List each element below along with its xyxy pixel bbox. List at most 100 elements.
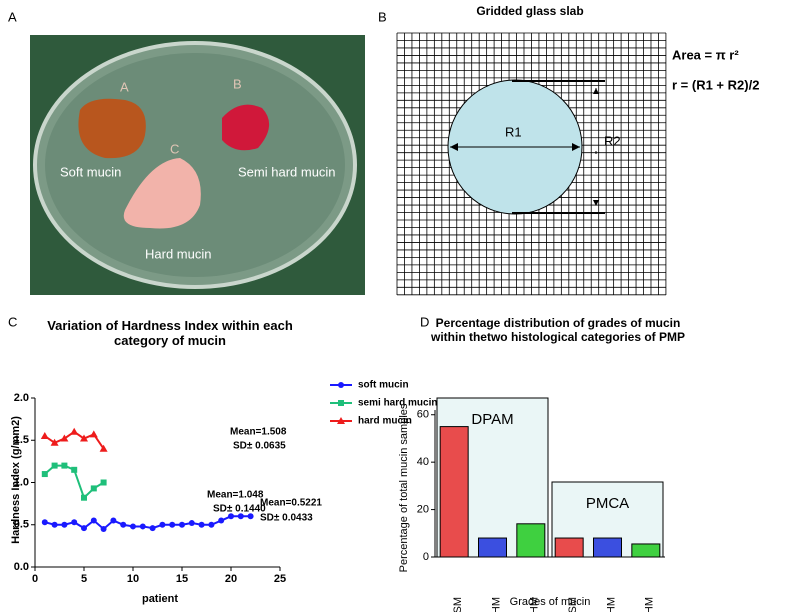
annotation: SD± 0.1440 [213, 504, 266, 515]
legend-marker [338, 382, 344, 388]
point [130, 523, 136, 530]
panel-label: B [378, 9, 387, 24]
group-label: PMCA [586, 495, 629, 512]
bar [631, 543, 661, 558]
bar [554, 537, 584, 558]
point [90, 517, 97, 524]
legend-marker [337, 417, 345, 424]
panel-label: C [8, 314, 17, 329]
point [228, 513, 234, 520]
y-tick-label: 0.5 [14, 519, 29, 531]
annotation: Mean=0.5221 [260, 498, 322, 509]
hard-mucin-sample [123, 158, 201, 229]
point [198, 521, 205, 528]
x-tick-label: 20 [225, 573, 237, 585]
photo-marker: B [233, 76, 242, 91]
y-tick-label: 60 [417, 409, 429, 421]
point [41, 519, 48, 526]
soft-mucin-sample [78, 98, 146, 159]
y-tick-label: 0 [423, 551, 429, 563]
point [208, 521, 215, 528]
point [41, 471, 48, 478]
y-tick-label: 2.0 [14, 392, 29, 404]
point [71, 466, 78, 473]
point [50, 438, 59, 446]
point [60, 434, 69, 442]
x-tick-label: 5 [81, 573, 87, 585]
photo-label: Hard mucin [145, 246, 211, 261]
point [89, 430, 98, 438]
y-axis-label: Percentage of total mucin samples [398, 403, 410, 572]
x-tick-label: SM [567, 597, 579, 612]
point [51, 462, 58, 469]
r2-label: R2 [604, 133, 621, 148]
point [90, 485, 97, 492]
legend-marker [338, 400, 344, 406]
r1-label: R1 [505, 124, 522, 139]
point [80, 434, 88, 442]
annotation: Mean=1.048 [207, 490, 264, 501]
x-tick-label: 15 [176, 573, 188, 585]
x-tick-label: 10 [127, 573, 139, 585]
chart-title: Percentage distribution of grades of muc… [430, 316, 686, 344]
photo-marker: C [170, 141, 179, 156]
panel-label: D [420, 314, 429, 329]
bar [593, 537, 622, 558]
point [188, 520, 195, 527]
group-label: DPAM [471, 411, 513, 428]
point [71, 519, 78, 526]
radius-formula: r = (R1 + R2)/2 [672, 77, 759, 92]
x-tick-label: HM [644, 597, 656, 612]
x-axis-label: Grades of mucin [510, 596, 591, 608]
y-tick-label: 0.0 [14, 561, 29, 573]
point [149, 525, 156, 532]
annotation: SD± 0.0433 [260, 513, 313, 524]
point [218, 517, 225, 524]
x-tick-label: SHM [490, 597, 502, 612]
diagram-title: Gridded glass slab [476, 4, 583, 18]
panel-label: A [8, 9, 17, 24]
area-formula: Area = π r² [672, 47, 739, 62]
x-tick-label: HM [529, 597, 541, 612]
bar [516, 523, 546, 558]
chart-title: Variation of Hardness Index within each … [47, 318, 293, 348]
legend-label: hard mucin [358, 416, 412, 427]
y-tick-label: 1.0 [14, 476, 29, 488]
legend-label: soft mucin [358, 380, 409, 391]
r2-arrows [593, 88, 599, 206]
series-line [44, 515, 251, 531]
point [81, 525, 87, 532]
x-tick-label: SHM [605, 597, 617, 612]
y-axis-label: Hardness Index (g/mm2) [10, 416, 22, 544]
bar [478, 537, 507, 558]
point [51, 521, 58, 528]
photo-label: Semi hard mucin [238, 164, 336, 179]
annotation: SD± 0.0635 [233, 441, 286, 452]
point [237, 513, 244, 520]
x-tick-label: 25 [274, 573, 286, 585]
photo-marker: A [120, 79, 129, 94]
bar [439, 426, 469, 558]
x-axis-label: patient [142, 593, 178, 605]
x-tick-label: SM [452, 597, 464, 612]
point [179, 521, 185, 528]
x-tick-label: 0 [32, 573, 38, 585]
point [61, 521, 68, 528]
point [100, 479, 107, 486]
point [100, 525, 107, 532]
point [169, 521, 176, 528]
point [159, 521, 166, 528]
legend-label: semi hard mucin [358, 398, 437, 409]
y-tick-label: 20 [417, 503, 429, 515]
y-tick-label: 40 [417, 456, 429, 468]
point [120, 521, 127, 528]
point [99, 444, 108, 452]
point [40, 432, 49, 440]
point [247, 513, 254, 520]
point [139, 523, 146, 530]
point [61, 462, 68, 469]
semi-hard-mucin-sample [222, 104, 270, 151]
annotation: Mean=1.508 [230, 427, 287, 438]
